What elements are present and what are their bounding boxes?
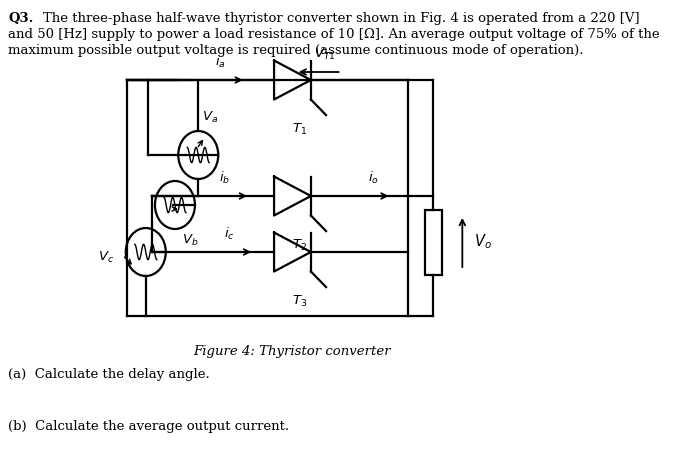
Text: (b)  Calculate the average output current.: (b) Calculate the average output current… (8, 420, 290, 433)
Text: $i_c$: $i_c$ (224, 226, 234, 242)
FancyBboxPatch shape (425, 210, 442, 275)
Text: $V_o$: $V_o$ (474, 233, 492, 251)
Text: $V_b$: $V_b$ (181, 233, 198, 248)
Text: $T_1$: $T_1$ (293, 122, 307, 137)
Text: $i_o$: $i_o$ (368, 170, 379, 186)
Text: Q3.: Q3. (8, 12, 34, 25)
Text: The three-phase half-wave thyristor converter shown in Fig. 4 is operated from a: The three-phase half-wave thyristor conv… (43, 12, 640, 25)
Text: $V_c$: $V_c$ (98, 249, 114, 264)
Text: (a)  Calculate the delay angle.: (a) Calculate the delay angle. (8, 368, 210, 381)
Text: $V_{T1}$: $V_{T1}$ (314, 47, 336, 62)
Text: $T_2$: $T_2$ (293, 238, 307, 253)
Text: and 50 [Hz] supply to power a load resistance of 10 [Ω]. An average output volta: and 50 [Hz] supply to power a load resis… (8, 28, 660, 41)
Text: $T_3$: $T_3$ (293, 294, 307, 309)
Text: maximum possible output voltage is required (assume continuous mode of operation: maximum possible output voltage is requi… (8, 44, 584, 57)
Text: $V_a$: $V_a$ (202, 110, 218, 125)
Text: Figure 4: Thyristor converter: Figure 4: Thyristor converter (193, 345, 391, 358)
Text: $i_b$: $i_b$ (219, 170, 230, 186)
Text: $i_a$: $i_a$ (216, 54, 226, 70)
